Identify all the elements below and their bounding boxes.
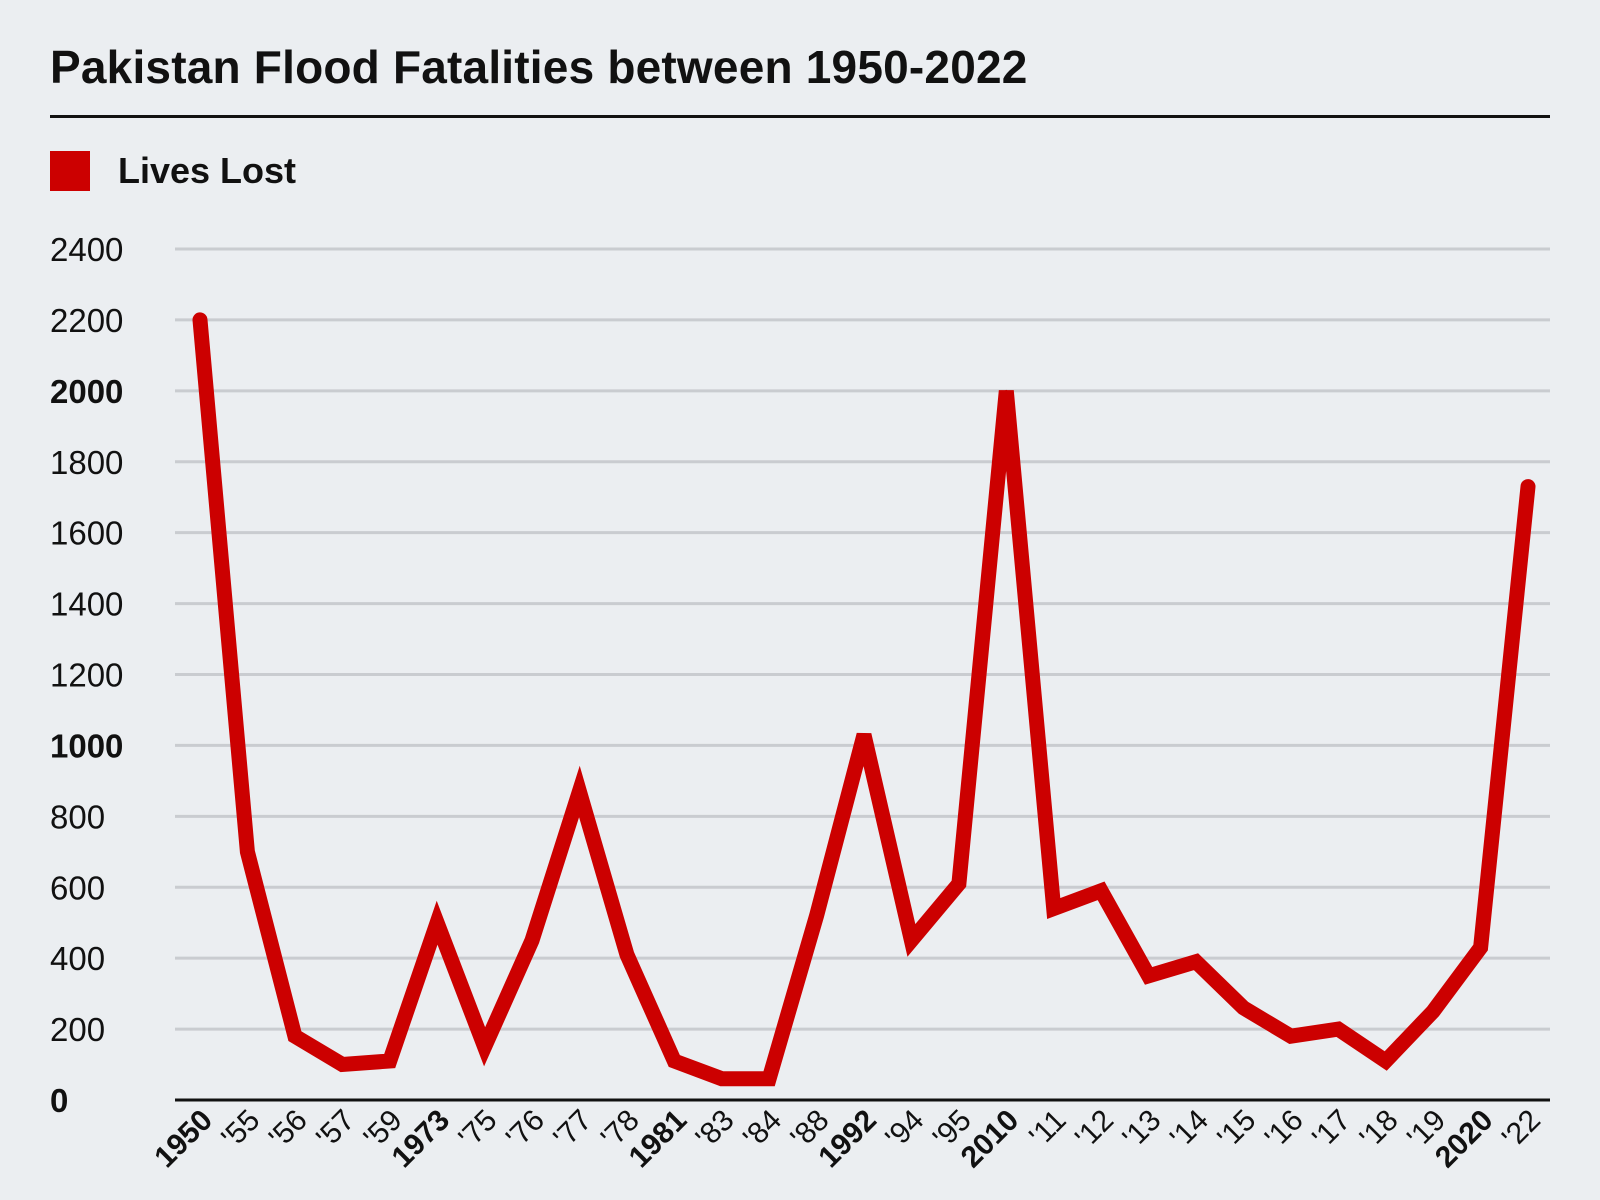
series-lives-lost: [192, 312, 1536, 1087]
y-tick-label: 1200: [50, 657, 123, 694]
data-point: [1432, 1010, 1435, 1013]
y-tick-label: 2200: [50, 302, 123, 339]
x-tick-label: 1950: [148, 1104, 219, 1175]
y-tick-label: 2400: [50, 231, 123, 268]
x-tick-label: 1973: [386, 1104, 457, 1175]
data-point: [910, 939, 913, 942]
y-tick-label: 800: [50, 798, 105, 835]
y-tick-label: 200: [50, 1011, 105, 1048]
series-line: [192, 312, 1536, 1087]
legend: Lives Lost: [50, 150, 296, 192]
x-tick-label: '15: [1211, 1104, 1262, 1155]
data-point: [863, 733, 865, 736]
x-tick-label: 2020: [1429, 1104, 1500, 1175]
data-point: [1527, 485, 1529, 488]
data-point: [625, 953, 628, 956]
x-tick-label: '14: [1164, 1104, 1215, 1155]
data-point: [1384, 1059, 1387, 1062]
data-point: [957, 882, 960, 885]
x-tick-label: '57: [310, 1104, 361, 1155]
x-axis-ticks: 1950'55'56'57'591973'75'76'77'781981'83'…: [148, 1104, 1547, 1175]
data-point: [531, 939, 533, 942]
data-point: [388, 1059, 391, 1062]
x-tick-label: '22: [1496, 1104, 1547, 1155]
data-point: [1100, 889, 1103, 892]
x-tick-label: '18: [1354, 1104, 1405, 1155]
x-tick-label: '56: [263, 1104, 314, 1155]
data-point: [1195, 960, 1197, 963]
x-tick-label: '94: [879, 1104, 930, 1155]
y-tick-label: 1600: [50, 515, 123, 552]
y-tick-label: 1800: [50, 444, 123, 481]
x-tick-label: '11: [1023, 1104, 1072, 1153]
y-tick-label: 1000: [50, 727, 123, 764]
x-tick-label: '75: [453, 1104, 504, 1155]
data-point: [436, 921, 439, 924]
x-tick-label: '83: [690, 1104, 741, 1155]
title-divider: [50, 115, 1550, 118]
y-axis-ticks: 0 200 400 600 800 1000 1200 1400 1600 1800 2000 220…: [50, 231, 123, 1119]
data-point: [1337, 1028, 1340, 1031]
x-tick-label: '55: [215, 1104, 266, 1155]
data-point: [673, 1059, 676, 1062]
chart-title: Pakistan Flood Fatalities between 1950-2…: [50, 41, 1028, 93]
x-tick-label: 2010: [955, 1104, 1026, 1175]
x-tick-label: '76: [500, 1104, 551, 1155]
data-point: [1052, 907, 1055, 910]
x-tick-label: 1981: [623, 1104, 694, 1175]
data-point: [1479, 946, 1482, 949]
data-point: [768, 1077, 771, 1080]
data-point: [1242, 1006, 1245, 1009]
x-tick-label: '77: [547, 1104, 598, 1155]
y-tick-label: 1400: [50, 586, 123, 623]
data-point: [1005, 389, 1008, 392]
data-point: [199, 318, 201, 321]
data-point: [246, 850, 249, 853]
x-tick-label: '16: [1259, 1104, 1310, 1155]
data-point: [578, 790, 581, 793]
y-tick-label: 400: [50, 940, 105, 977]
legend-label: Lives Lost: [118, 150, 297, 191]
data-point: [720, 1077, 723, 1080]
y-tick-label: 2000: [50, 373, 123, 410]
data-point: [483, 1045, 486, 1048]
x-tick-label: '12: [1069, 1104, 1120, 1155]
y-tick-label: 0: [50, 1082, 68, 1119]
data-point: [1147, 974, 1150, 977]
y-tick-label: 600: [50, 869, 105, 906]
legend-swatch: [50, 151, 90, 191]
x-tick-label: '13: [1117, 1104, 1168, 1155]
data-point: [293, 1035, 296, 1038]
x-tick-label: '17: [1306, 1104, 1357, 1155]
data-point: [1289, 1035, 1292, 1038]
gridlines: [175, 247, 1550, 1102]
x-tick-label: '84: [737, 1104, 788, 1155]
data-point: [341, 1063, 344, 1066]
x-tick-label: 1992: [812, 1104, 883, 1175]
data-point: [815, 914, 818, 917]
